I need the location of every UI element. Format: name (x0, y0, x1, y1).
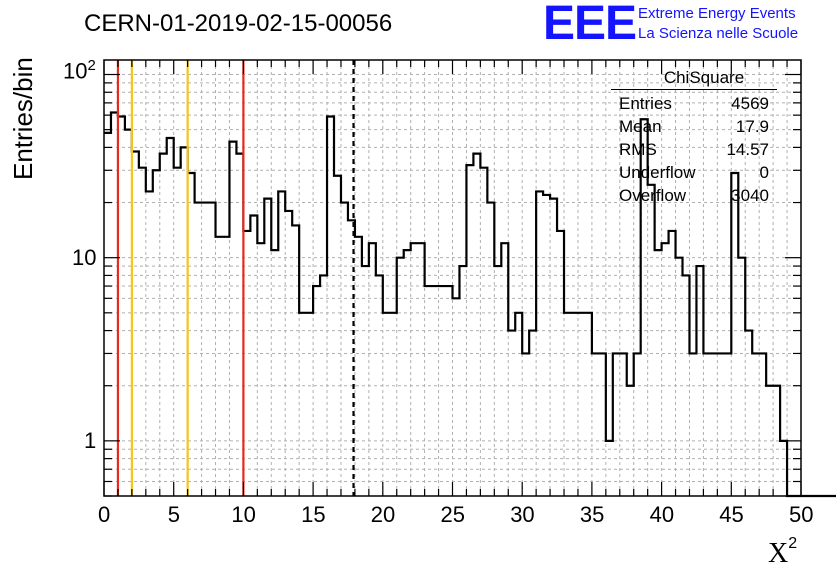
stats-title: ChiSquare (663, 68, 745, 87)
axis-ticks (103, 60, 802, 497)
stats-label: Entries (619, 94, 672, 113)
x-axis-label: X2 (768, 534, 798, 570)
x-tick-label: 5 (167, 502, 180, 527)
x-tick-label: 0 (98, 502, 111, 527)
x-tick-label: 25 (440, 502, 465, 527)
logo-line-1: Extreme Energy Events (638, 5, 796, 22)
x-tick-label: 20 (370, 502, 396, 527)
stats-row: Overflow 3040 (611, 184, 777, 207)
y-tick-label: 102 (63, 57, 96, 84)
x-tick-label: 45 (719, 502, 744, 527)
x-axis-label-sup: 2 (788, 534, 798, 552)
stats-value: 4569 (731, 94, 769, 113)
x-tick-label: 10 (231, 502, 256, 527)
stats-label: RMS (619, 140, 657, 159)
eee-logo: EEE (543, 0, 637, 50)
stats-row: RMS 14.57 (611, 138, 777, 161)
x-tick-label: 40 (649, 502, 675, 527)
stats-box: ChiSquare Entries 4569 Mean 17.9 RMS 14.57 … (611, 68, 777, 207)
logo-line-2: La Scienza nelle Scuole (638, 25, 799, 42)
stats-label: Mean (619, 117, 662, 136)
stats-label: Overflow (619, 186, 687, 205)
y-tick-label: 1 (84, 427, 97, 453)
stats-divider (611, 89, 777, 90)
stats-row: Entries 4569 (611, 92, 777, 115)
stats-row: Underflow 0 (611, 161, 777, 184)
stats-value: 3040 (731, 186, 769, 205)
stats-value: 14.57 (726, 140, 769, 159)
marker-lines (116, 60, 355, 496)
x-tick-label: 50 (789, 502, 814, 527)
stats-value: 0 (759, 163, 769, 182)
x-tick-label: 35 (579, 502, 605, 527)
y-tick-label: 10 (72, 244, 97, 270)
stats-value: 17.9 (735, 117, 769, 136)
stats-row: Mean 17.9 (611, 115, 777, 138)
x-tick-label: 15 (301, 502, 326, 527)
histogram-layer (104, 111, 836, 498)
plot-title: CERN-01-2019-02-15-00056 (84, 10, 393, 37)
x-tick-label: 30 (510, 502, 535, 527)
x-axis-label-base: X (768, 538, 789, 569)
stats-label: Underflow (619, 163, 696, 182)
histogram-series (104, 111, 836, 498)
y-axis-label: Entries/bin (8, 57, 38, 180)
